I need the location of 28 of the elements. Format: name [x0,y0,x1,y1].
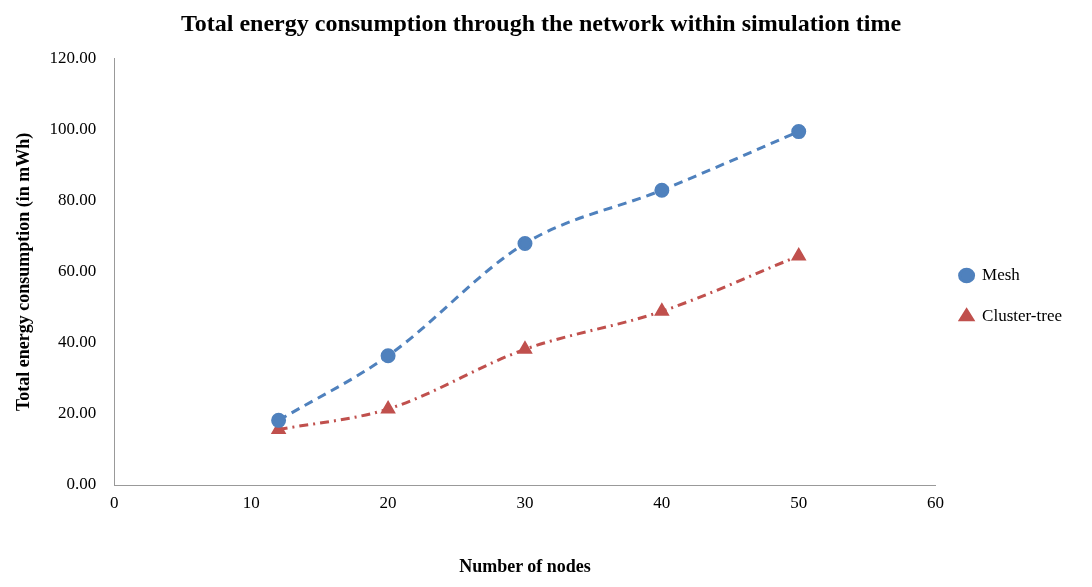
point [654,182,670,198]
legend-label: Mesh [982,264,1021,284]
x-tick-label: 40 [653,492,671,512]
y-tick-label: 0.00 [66,474,97,494]
x-tick-label: 10 [242,492,260,512]
x-tick-label: 50 [790,492,808,512]
y-tick-label: 100.00 [49,119,97,139]
x-tick-label: 0 [110,492,119,512]
point [792,248,806,261]
x-axis-title: Number of nodes [459,555,591,576]
y-axis-title: Total energy consumption (in mWh) [13,132,35,412]
y-tick-label: 120.00 [49,48,97,68]
point [380,348,396,364]
y-tick-label: 60.00 [58,261,97,281]
legend-label: Cluster-tree [982,305,1062,325]
point [655,303,669,316]
y-tick-label: 80.00 [58,190,97,210]
point [517,235,533,251]
x-tick-label: 30 [516,492,534,512]
y-tick-label: 40.00 [58,332,97,352]
point [381,401,395,414]
y-tick-label: 20.00 [58,403,97,423]
chart-title: Total energy consumption through the network within simulation time [180,9,902,36]
point [271,412,287,428]
x-tick-label: 60 [927,492,945,512]
x-tick-label: 20 [379,492,397,512]
point [518,341,532,354]
point [791,124,807,140]
